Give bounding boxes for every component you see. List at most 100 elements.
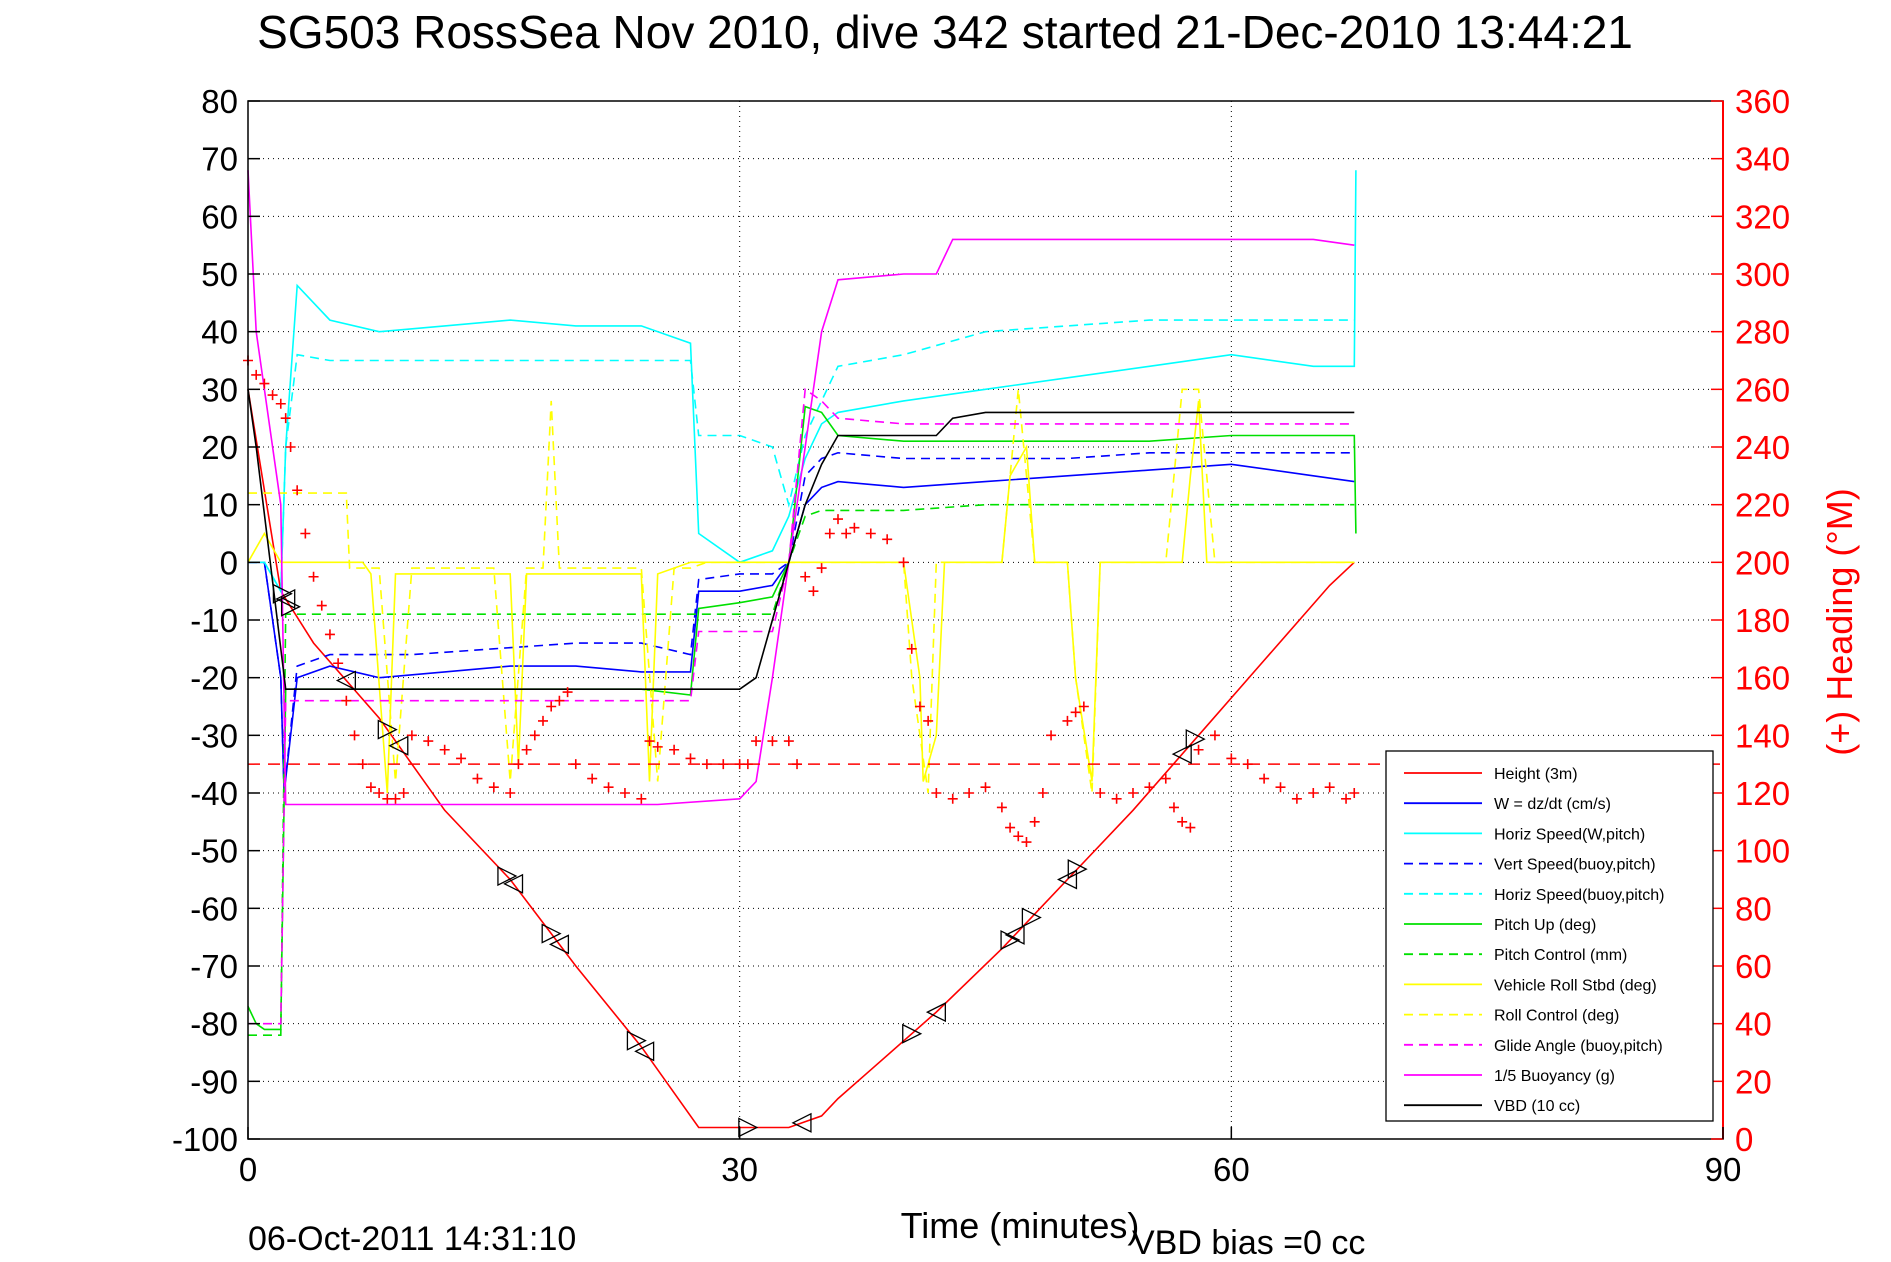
- y2-axis-label: (+) Heading (°M): [1819, 488, 1860, 755]
- dive-marker-triangle: [280, 596, 302, 617]
- y2-tick-label: 120: [1735, 775, 1790, 812]
- y2-tick-label: 280: [1735, 314, 1790, 351]
- heading-point: [1160, 773, 1171, 784]
- dive-marker-triangle: [626, 1030, 647, 1051]
- heading-point: [1078, 701, 1089, 712]
- heading-point: [742, 759, 753, 770]
- y2-tick-label: 80: [1735, 890, 1772, 927]
- y2-tick-label: 340: [1735, 141, 1790, 178]
- y2-tick-label: 360: [1735, 83, 1790, 120]
- series-line-1: [248, 463, 1355, 794]
- heading-point: [513, 759, 524, 770]
- heading-point: [652, 741, 663, 752]
- x-tick-label: 30: [721, 1151, 758, 1188]
- dive-marker-triangle: [1056, 869, 1078, 890]
- y-axis-right: 3603403203002802602402202001801601401201…: [1711, 83, 1790, 1158]
- heading-point: [1029, 816, 1040, 827]
- heading-point: [439, 744, 450, 755]
- heading-point: [275, 398, 286, 409]
- heading-point: [1144, 782, 1155, 793]
- heading-point: [562, 687, 573, 698]
- heading-point: [1037, 788, 1048, 798]
- heading-point: [1095, 788, 1106, 798]
- x-tick-label: 90: [1705, 1151, 1742, 1188]
- legend-label: Horiz Speed(buoy,pitch): [1494, 887, 1664, 904]
- heading-point: [931, 788, 942, 798]
- y-tick-label: 40: [201, 314, 238, 351]
- heading-point: [1168, 802, 1179, 813]
- y-tick-label: 20: [201, 429, 238, 466]
- x-tick-label: 60: [1213, 1151, 1250, 1188]
- y-tick-label: 70: [201, 141, 238, 178]
- heading-point: [1128, 788, 1138, 798]
- dive-marker-triangle: [1185, 729, 1206, 750]
- heading-point: [333, 658, 344, 669]
- heading-point: [406, 730, 417, 741]
- heading-point: [718, 759, 729, 770]
- y2-tick-label: 60: [1735, 948, 1772, 985]
- legend-label: Pitch Control (mm): [1494, 947, 1627, 964]
- heading-point: [964, 788, 975, 798]
- heading-point: [824, 528, 835, 539]
- dive-marker-triangle: [541, 923, 562, 944]
- y-tick-label: 80: [201, 83, 238, 120]
- heading-point: [349, 730, 360, 741]
- dive-marker-triangle: [1004, 924, 1025, 945]
- dive-marker-triangle: [275, 588, 296, 610]
- y-tick-label: 60: [201, 198, 238, 235]
- dive-marker-triangle: [1171, 744, 1192, 765]
- heading-point: [456, 753, 467, 764]
- heading-point: [285, 442, 296, 452]
- dive-marker-triangle: [1000, 929, 1021, 951]
- heading-point: [767, 736, 778, 747]
- dive-marker-triangle: [497, 865, 518, 887]
- dive-marker-triangle: [634, 1041, 655, 1062]
- series-line-11: [247, 389, 1355, 691]
- y-tick-label: 50: [201, 256, 238, 293]
- series-line-9: [248, 387, 1355, 1025]
- heading-point: [308, 571, 319, 582]
- heading-point: [619, 788, 630, 798]
- heading-point: [669, 744, 680, 755]
- dive-marker-triangle: [1067, 859, 1088, 880]
- y-tick-label: -30: [190, 717, 238, 754]
- dive-marker-triangle: [925, 1002, 946, 1023]
- marker-layer: [272, 583, 1206, 1138]
- y-axis-left: 80 70 60 50 40 30 20 10 0 -10 -20 -30 -40 -50 -60 -70 -8…: [172, 83, 260, 1158]
- y-tick-label: -10: [190, 602, 238, 639]
- y2-tick-label: 240: [1735, 429, 1790, 466]
- heading-point: [783, 736, 794, 747]
- heading-point: [636, 793, 647, 804]
- y2-tick-label: 320: [1735, 198, 1790, 235]
- heading-point: [1193, 744, 1204, 755]
- heading-point: [488, 782, 499, 793]
- heading-point: [423, 736, 434, 747]
- heading-point: [849, 522, 860, 533]
- heading-point: [816, 563, 827, 574]
- heading-point: [300, 528, 311, 539]
- heading-point: [792, 759, 803, 770]
- dive-marker-triangle: [1021, 907, 1042, 928]
- y-tick-label: 30: [201, 371, 238, 408]
- x-axis: 0 30 60 90: [239, 1127, 1742, 1188]
- heading-point: [570, 759, 581, 770]
- heading-point: [341, 695, 352, 706]
- heading-point: [1341, 793, 1352, 804]
- x-axis-label: Time (minutes): [901, 1205, 1140, 1246]
- heading-point: [603, 782, 614, 793]
- heading-point: [1021, 837, 1032, 848]
- y2-tick-label: 0: [1735, 1121, 1753, 1158]
- heading-point: [833, 514, 843, 525]
- heading-point: [800, 571, 811, 582]
- y-tick-label: 10: [201, 487, 238, 524]
- legend: Height (3m) W = dz/dt (cm/s) Horiz Speed(W…: [1385, 750, 1714, 1122]
- heading-point: [980, 782, 991, 793]
- heading-point: [996, 802, 1007, 813]
- dive-marker-triangle: [738, 1117, 759, 1138]
- y2-tick-label: 100: [1735, 833, 1790, 870]
- heading-point: [267, 390, 278, 401]
- series-line-8: [248, 388, 1355, 794]
- legend-label: Pitch Up (deg): [1494, 917, 1596, 934]
- legend-label: Height (3m): [1494, 766, 1578, 783]
- y-tick-label: -40: [190, 775, 238, 812]
